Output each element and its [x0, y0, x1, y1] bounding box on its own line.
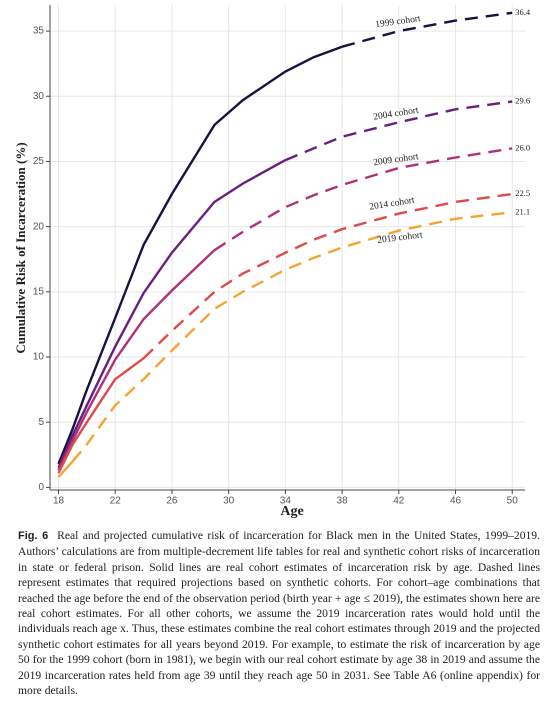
end-value-label: 26.0 — [515, 142, 530, 152]
y-axis-label: Cumulative Risk of Incarceration (%) — [13, 142, 28, 353]
y-tick-label: 15 — [33, 286, 45, 297]
x-tick-label: 22 — [110, 496, 122, 507]
observed-line — [57, 45, 343, 465]
projected-line — [341, 11, 513, 48]
y-tick-label: 25 — [33, 156, 45, 167]
projected-line — [71, 211, 513, 463]
x-axis-label: Age — [280, 504, 303, 519]
end-value-label: 36.4 — [515, 7, 531, 17]
x-tick-label: 34 — [280, 496, 292, 507]
y-tick-label: 20 — [33, 221, 45, 232]
caption-label: Fig. 6 — [18, 530, 49, 542]
x-tick-label: 38 — [337, 496, 349, 507]
projected-line — [284, 100, 513, 162]
x-tick-label: 50 — [507, 496, 519, 507]
plot-area — [50, 5, 525, 490]
y-tick-label: 5 — [38, 417, 44, 428]
projected-line — [142, 192, 513, 360]
x-tick-label: 42 — [393, 496, 405, 507]
y-tick-label: 35 — [33, 26, 45, 37]
y-tick-label: 10 — [33, 352, 45, 363]
x-tick-label: 46 — [450, 496, 462, 507]
observed-line — [57, 249, 216, 471]
x-tick-label: 18 — [53, 496, 65, 507]
end-value-label: 22.5 — [515, 188, 530, 198]
observed-line — [57, 357, 145, 474]
chart: Age Cumulative Risk of Incarceration (%)… — [13, 5, 531, 519]
x-tick-label: 30 — [223, 496, 235, 507]
projected-line — [213, 147, 513, 252]
x-tick-label: 26 — [166, 496, 178, 507]
end-value-label: 21.1 — [515, 206, 530, 216]
y-tick-label: 30 — [33, 91, 45, 102]
caption: Fig. 6 Real and projected cumulative ris… — [18, 528, 540, 698]
caption-text: Real and projected cumulative risk of in… — [18, 529, 541, 698]
observed-line — [57, 460, 74, 478]
end-value-label: 29.6 — [515, 95, 530, 105]
y-tick-label: 0 — [38, 482, 44, 493]
observed-line — [57, 159, 286, 469]
